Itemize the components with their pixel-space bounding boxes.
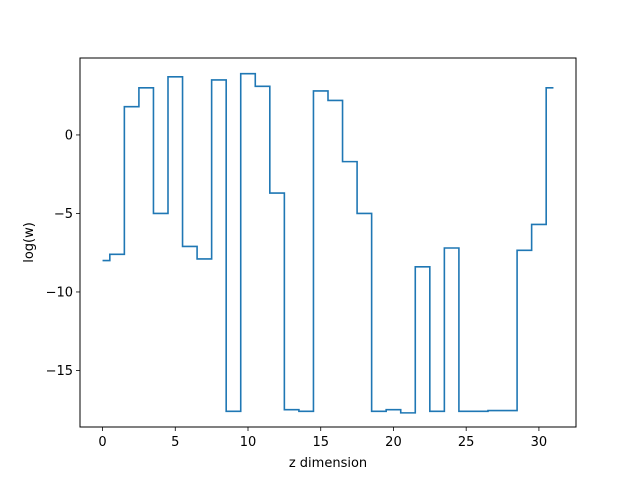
x-tick-label: 0 — [98, 435, 106, 450]
y-tick-label: −15 — [46, 364, 73, 379]
x-tick-label: 10 — [240, 435, 257, 450]
y-axis-label: log(w) — [22, 222, 37, 263]
plot-frame — [79, 57, 577, 428]
x-tick-label: 30 — [531, 435, 548, 450]
x-tick-label: 15 — [312, 435, 329, 450]
x-axis-label: z dimension — [289, 456, 367, 471]
series-line — [102, 72, 554, 414]
y-tick-label: 0 — [65, 128, 73, 143]
x-tick-label: 20 — [385, 435, 402, 450]
y-tick-label: −5 — [54, 207, 73, 222]
y-tick-label: −10 — [46, 285, 73, 300]
x-tick-label: 5 — [171, 435, 179, 450]
x-tick-label: 25 — [458, 435, 475, 450]
